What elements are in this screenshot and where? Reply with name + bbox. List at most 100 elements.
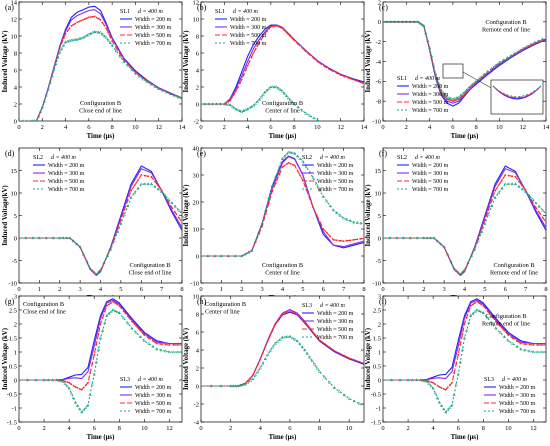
series-point (50, 74, 54, 78)
x-tick-label: 5 (119, 286, 122, 293)
y-tick-label: 2.5 (9, 307, 17, 314)
series-point (283, 164, 286, 167)
series-point (497, 184, 500, 187)
series-point (219, 384, 223, 388)
series-point (76, 21, 79, 24)
series-point (79, 36, 83, 40)
series-point (67, 386, 71, 390)
series-point (108, 303, 110, 306)
config-label: Configuration B (129, 262, 170, 269)
series-point (253, 101, 257, 105)
series-point (213, 254, 217, 258)
legend-entry: Width = 500 m (317, 179, 354, 185)
plot-frame (200, 147, 365, 284)
y-tick-label: -1 (376, 405, 381, 412)
legend-line-tag: SL2 (33, 155, 43, 161)
series-point (284, 312, 286, 314)
series-point (436, 80, 439, 83)
series-point (65, 384, 69, 388)
series-point (540, 350, 544, 354)
series-point (292, 102, 296, 106)
x-tick-label: 12 (166, 425, 173, 432)
y-tick-label: 4 (14, 84, 18, 91)
series-point (72, 384, 75, 387)
legend-entry: Width = 700 m (48, 187, 85, 193)
series-point (345, 217, 349, 221)
series-point (308, 113, 312, 117)
x-tick-label: 6 (269, 124, 273, 131)
x-tick-label: 6 (322, 286, 326, 293)
series-point (89, 16, 92, 18)
series-point (285, 152, 289, 156)
plot-frame (18, 1, 183, 122)
series-group (383, 165, 546, 276)
series-point (147, 337, 150, 339)
legend-line-tag: SL3 (302, 303, 312, 309)
x-tick-label: 7 (342, 286, 346, 293)
series-point (261, 92, 265, 96)
series-point (461, 92, 465, 95)
x-tick-label: 12 (155, 124, 162, 131)
series-point (113, 309, 117, 313)
y-tick-label: -2 (194, 118, 199, 125)
series-point (71, 239, 76, 243)
x-tick-label: 10 (346, 425, 353, 432)
series-point (237, 86, 239, 89)
series-point (459, 343, 462, 346)
series-point (453, 96, 457, 100)
series-point (105, 313, 109, 317)
series-point (271, 190, 274, 193)
series-line-2 (383, 299, 546, 381)
legend-entry: Width = 200 m (135, 17, 172, 23)
panel-label: (b) (197, 3, 207, 12)
series-point (298, 315, 301, 318)
x-tick-label: 0 (381, 286, 384, 293)
series-point (451, 97, 455, 101)
y-tick-label: 10 (193, 293, 200, 300)
series-point (524, 343, 527, 345)
y-tick-label: 2 (14, 321, 17, 328)
series-point (328, 124, 330, 126)
y-tick-label: 10 (193, 16, 200, 23)
series-point (532, 344, 535, 346)
series-point (456, 270, 461, 274)
series-point (358, 360, 361, 363)
series-point (149, 182, 154, 186)
series-point (510, 182, 514, 186)
series-point (118, 304, 121, 307)
series-point (94, 272, 99, 276)
series-point (116, 228, 119, 230)
series-point (91, 362, 94, 365)
y-tick-label: -2 (376, 39, 381, 46)
series-group (201, 150, 364, 258)
series-point (406, 378, 410, 382)
x-tick-label: 2 (422, 286, 425, 293)
series-point (283, 29, 286, 32)
series-point (262, 35, 265, 38)
series-point (502, 334, 506, 338)
series-point (52, 68, 56, 72)
y-tick-label: -10 (190, 280, 199, 287)
series-point (483, 219, 486, 221)
series-point (429, 384, 433, 388)
series-point (494, 189, 496, 192)
series-point (447, 96, 451, 100)
series-point (486, 310, 489, 312)
series-point (446, 407, 450, 411)
series-point (153, 184, 157, 188)
series-point (476, 238, 480, 242)
series-point (293, 337, 297, 341)
y-tick-label: 10 (193, 226, 200, 233)
series-point (396, 20, 401, 23)
x-tick-label: 4 (428, 124, 432, 131)
series-point (503, 182, 507, 186)
series-point (486, 212, 490, 216)
series-point (507, 174, 510, 177)
plot-frame (200, 295, 365, 423)
series-point (474, 302, 476, 304)
series-point (285, 334, 290, 338)
series-point (278, 173, 281, 176)
series-point (238, 383, 243, 387)
series-point (315, 213, 318, 216)
